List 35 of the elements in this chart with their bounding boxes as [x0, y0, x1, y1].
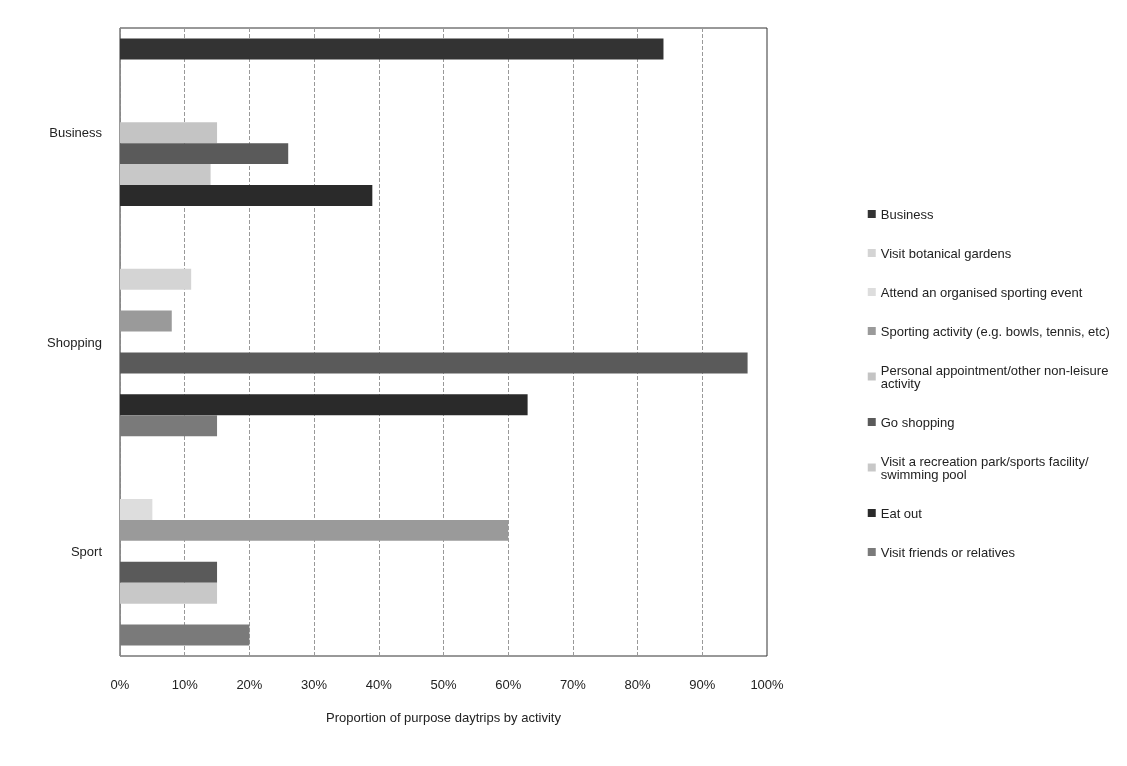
- x-tick-label: 50%: [430, 677, 457, 692]
- bar: [120, 582, 218, 604]
- x-tick-label: 10%: [171, 677, 199, 692]
- bar: [120, 164, 211, 185]
- x-tick-label: 0%: [110, 677, 130, 692]
- legend-label: Eat out: [880, 505, 923, 521]
- y-tick-label: Sport: [70, 543, 103, 559]
- legend-label: Visit botanical gardens: [880, 245, 1012, 261]
- x-axis-title: Proportion of purpose daytrips by activity: [326, 710, 562, 725]
- x-tick-label: 100%: [750, 677, 785, 692]
- x-tick-label: 40%: [365, 677, 393, 692]
- x-tick-label: 30%: [301, 677, 328, 692]
- bar: [120, 352, 748, 374]
- bar: [120, 122, 218, 144]
- bar: [120, 415, 218, 437]
- x-tick-label: 90%: [689, 677, 716, 692]
- bar: [120, 310, 172, 332]
- bar: [120, 624, 250, 646]
- legend-label: Sporting activity (e.g. bowls, tennis, etc): [880, 323, 1110, 339]
- legend-label: Business: [880, 206, 934, 222]
- x-tick-label: 70%: [559, 677, 587, 692]
- bar: [120, 499, 153, 520]
- x-tick-label: 20%: [236, 677, 263, 692]
- legend-label: Visit a recreation park/sports facility/swimming pool: [880, 453, 1089, 482]
- y-tick-label: Business: [49, 125, 103, 141]
- x-tick-label: 80%: [624, 677, 652, 692]
- x-tick-label: 60%: [495, 677, 522, 692]
- bar: [120, 143, 289, 165]
- legend-label: Personal appointment/other non-leisure activity: [880, 362, 1113, 391]
- y-tick-label: Shopping: [47, 334, 102, 350]
- legend-label: Visit friends or relatives: [880, 544, 1016, 560]
- bar: [120, 268, 192, 290]
- legend-label: Go shopping: [880, 414, 955, 430]
- bar: [120, 561, 218, 583]
- legend-label: Attend an organised sporting event: [880, 284, 1083, 300]
